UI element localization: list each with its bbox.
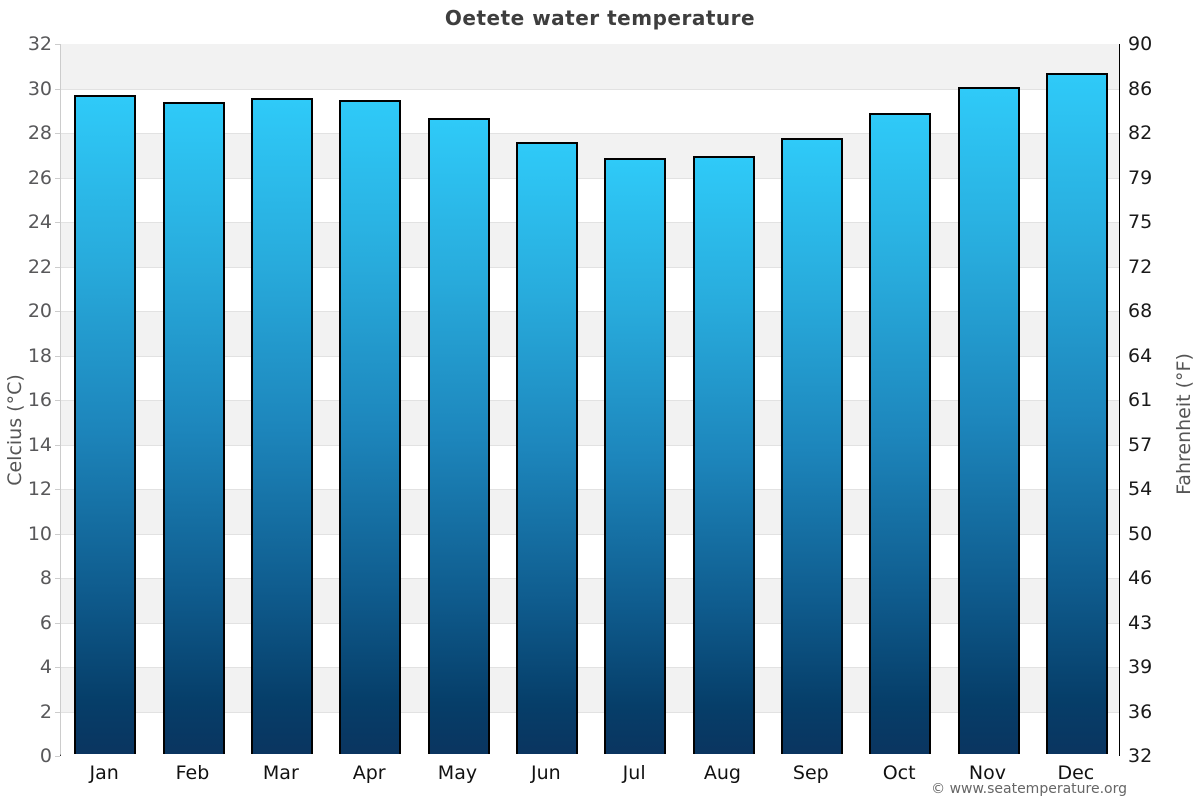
y-tick-celsius-2: 2 <box>39 700 52 723</box>
y-tick-celsius-30: 30 <box>27 77 52 100</box>
gridline <box>61 311 1119 312</box>
x-tick-jul: Jul <box>622 762 646 784</box>
tick-mark <box>55 400 60 401</box>
gridline <box>61 400 1119 401</box>
x-tick-mar: Mar <box>262 762 299 784</box>
gridline <box>61 533 1119 535</box>
tick-mark <box>55 222 60 223</box>
y-tick-fahrenheit-64: 64 <box>1128 344 1153 367</box>
bar-mar[interactable] <box>250 97 313 754</box>
y-tick-fahrenheit-68: 68 <box>1128 300 1153 322</box>
bar-nov[interactable] <box>957 86 1020 754</box>
x-tick-jun: Jun <box>530 762 561 784</box>
tick-mark <box>55 622 60 624</box>
bar-dec[interactable] <box>1045 73 1108 754</box>
y-tick-fahrenheit-36: 36 <box>1128 700 1153 723</box>
y-tick-fahrenheit-46: 46 <box>1128 567 1153 589</box>
x-tick-nov: Nov <box>968 762 1006 784</box>
y-tick-celsius-22: 22 <box>27 255 52 278</box>
gridline <box>61 489 1119 490</box>
gridline <box>61 222 1119 223</box>
y-tick-fahrenheit-79: 79 <box>1128 166 1153 189</box>
y-tick-celsius-6: 6 <box>39 611 52 634</box>
tick-mark <box>55 667 60 668</box>
y-tick-celsius-32: 32 <box>27 33 52 55</box>
tick-mark <box>55 177 60 179</box>
bar-feb[interactable] <box>162 102 225 754</box>
bar-jul[interactable] <box>604 157 667 754</box>
y-tick-fahrenheit-82: 82 <box>1128 122 1153 144</box>
y-tick-fahrenheit-43: 43 <box>1128 611 1153 634</box>
y-tick-celsius-26: 26 <box>27 166 52 189</box>
chart-title: Oetete water temperature <box>444 6 756 30</box>
gridline <box>61 88 1119 90</box>
tick-mark <box>55 444 60 446</box>
bar-jun[interactable] <box>515 142 578 754</box>
plot-area <box>60 44 1120 756</box>
x-tick-apr: Apr <box>352 762 386 784</box>
y-tick-fahrenheit-75: 75 <box>1128 211 1153 233</box>
x-tick-sep: Sep <box>792 762 829 784</box>
y-tick-fahrenheit-39: 39 <box>1128 656 1153 678</box>
gridline <box>61 444 1119 446</box>
tick-mark <box>55 311 60 312</box>
gridline <box>61 266 1119 268</box>
plot-band <box>61 44 1119 89</box>
y-tick-celsius-28: 28 <box>27 122 52 144</box>
gridline <box>61 578 1119 579</box>
y-tick-fahrenheit-32: 32 <box>1128 745 1153 767</box>
tick-mark <box>55 88 60 90</box>
y-tick-fahrenheit-57: 57 <box>1128 433 1153 456</box>
y-tick-fahrenheit-54: 54 <box>1128 478 1153 500</box>
y-tick-fahrenheit-50: 50 <box>1128 522 1153 545</box>
x-tick-jan: Jan <box>89 762 119 784</box>
tick-mark <box>55 756 60 757</box>
x-tick-dec: Dec <box>1057 762 1095 784</box>
tick-mark <box>55 533 60 535</box>
bar-aug[interactable] <box>692 155 755 754</box>
bar-oct[interactable] <box>869 113 932 754</box>
seatemperature-credit-link[interactable]: © www.seatemperature.org <box>931 781 1127 797</box>
tick-mark <box>55 44 60 45</box>
bar-sep[interactable] <box>780 137 843 754</box>
gridline <box>61 177 1119 179</box>
x-tick-aug: Aug <box>703 762 741 784</box>
gridline <box>61 667 1119 668</box>
x-tick-may: May <box>437 762 478 784</box>
bar-jan[interactable] <box>74 95 137 754</box>
tick-mark <box>55 355 60 357</box>
y-tick-celsius-12: 12 <box>27 478 52 500</box>
y-tick-fahrenheit-90: 90 <box>1128 33 1153 55</box>
tick-mark <box>55 578 60 579</box>
y-tick-celsius-14: 14 <box>27 433 52 456</box>
tick-mark <box>55 711 60 713</box>
y-tick-fahrenheit-61: 61 <box>1128 389 1153 411</box>
tick-mark <box>55 489 60 490</box>
y-tick-celsius-10: 10 <box>27 522 52 545</box>
gridline <box>61 355 1119 357</box>
y-tick-celsius-18: 18 <box>27 344 52 367</box>
y-tick-celsius-24: 24 <box>27 211 52 233</box>
y-tick-celsius-4: 4 <box>39 656 52 678</box>
y-tick-celsius-0: 0 <box>39 745 52 767</box>
y-tick-celsius-16: 16 <box>27 389 52 411</box>
tick-mark <box>55 133 60 134</box>
gridline <box>61 622 1119 624</box>
y-tick-fahrenheit-72: 72 <box>1128 255 1153 278</box>
y-tick-fahrenheit-86: 86 <box>1128 77 1153 100</box>
x-tick-feb: Feb <box>175 762 210 784</box>
bar-may[interactable] <box>427 117 490 754</box>
y-tick-celsius-20: 20 <box>27 300 52 322</box>
tick-mark <box>55 266 60 268</box>
gridline <box>61 133 1119 134</box>
bar-apr[interactable] <box>339 99 402 754</box>
y-tick-celsius-8: 8 <box>39 567 52 589</box>
gridline <box>61 711 1119 713</box>
x-tick-oct: Oct <box>882 762 916 784</box>
y-axis-title-fahrenheit: Fahrenheit (°F) <box>1173 353 1195 495</box>
